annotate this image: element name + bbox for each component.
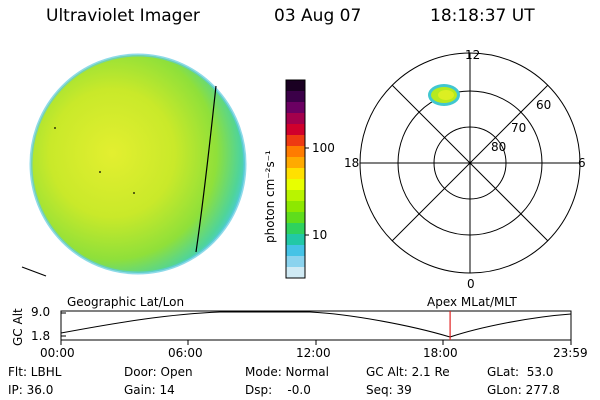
mlt-label-12: 12 (465, 48, 481, 62)
lat-label-80: 80 (491, 140, 507, 154)
status-ip: IP: 36.0 (8, 383, 54, 397)
auroral-patch (428, 84, 460, 106)
colorbar-segment (286, 267, 305, 279)
timeline-x-tick-2359: 23:59 (553, 346, 588, 360)
earth-disk-image (21, 53, 247, 277)
colorbar-tick-100: 100 (312, 141, 335, 155)
timeline-x-tick-1800: 18:00 (423, 346, 458, 360)
colorbar (285, 79, 306, 279)
timeline-x-tick-0000: 00:00 (40, 346, 75, 360)
colorbar-segment (286, 157, 305, 169)
status-dsp: Dsp: -0.0 (245, 383, 311, 397)
status-mode: Mode: Normal (245, 365, 329, 379)
altitude-curve (60, 311, 572, 338)
timeline-y-tick-1-8: 1.8 (31, 329, 51, 343)
timeline-x-tick-1200: 12:00 (296, 346, 331, 360)
colorbar-segment (286, 234, 305, 246)
terminator-line (195, 85, 217, 253)
colorbar-segment (286, 91, 305, 103)
status-filter: Flt: LBHL (8, 365, 62, 379)
status-gc-alt: GC Alt: 2.1 Re (366, 365, 450, 379)
timeline-y-tick-9: 9.0 (31, 305, 51, 319)
status-gain: Gain: 14 (124, 383, 175, 397)
status-door: Door: Open (124, 365, 193, 379)
colorbar-segment (286, 102, 305, 114)
colorbar-tick-10: 10 (312, 228, 328, 242)
timeline-y-label: GC Alt (11, 308, 25, 346)
colorbar-ticks (305, 147, 309, 236)
polar-plot (359, 52, 581, 274)
colorbar-segment (286, 80, 305, 92)
colorbar-segment (286, 212, 305, 224)
mlt-label-18: 18 (344, 156, 360, 170)
timeline-right-label: Apex MLat/MLT (427, 295, 517, 309)
instrument-title: Ultraviolet Imager (46, 6, 200, 26)
colorbar-unit-label: photon cm⁻²s⁻¹ (263, 150, 277, 243)
colorbar-segment (286, 245, 305, 257)
colorbar-segment (286, 113, 305, 125)
date-label: 03 Aug 07 (274, 6, 362, 26)
colorbar-segment (286, 124, 305, 136)
mlt-label-6: 6 (578, 156, 586, 170)
colorbar-segment (286, 168, 305, 180)
colorbar-segment (286, 223, 305, 235)
colorbar-segment (286, 135, 305, 147)
timeline-left-label: Geographic Lat/Lon (67, 295, 185, 309)
mlt-label-0: 0 (467, 277, 475, 291)
status-glon: GLon: 277.8 (487, 383, 560, 397)
lat-label-70: 70 (511, 121, 527, 135)
colorbar-segment (286, 190, 305, 202)
colorbar-segment (286, 179, 305, 191)
time-label: 18:18:37 UT (430, 6, 535, 26)
orbit-tick-line (21, 266, 47, 277)
status-glat: GLat: 53.0 (487, 365, 554, 379)
lat-label-60: 60 (536, 98, 552, 112)
status-seq: Seq: 39 (366, 383, 412, 397)
timeline-panel (60, 310, 572, 345)
colorbar-segment (286, 201, 305, 213)
colorbar-segment (286, 146, 305, 158)
timeline-x-tick-0600: 06:00 (168, 346, 203, 360)
colorbar-segment (286, 256, 305, 268)
